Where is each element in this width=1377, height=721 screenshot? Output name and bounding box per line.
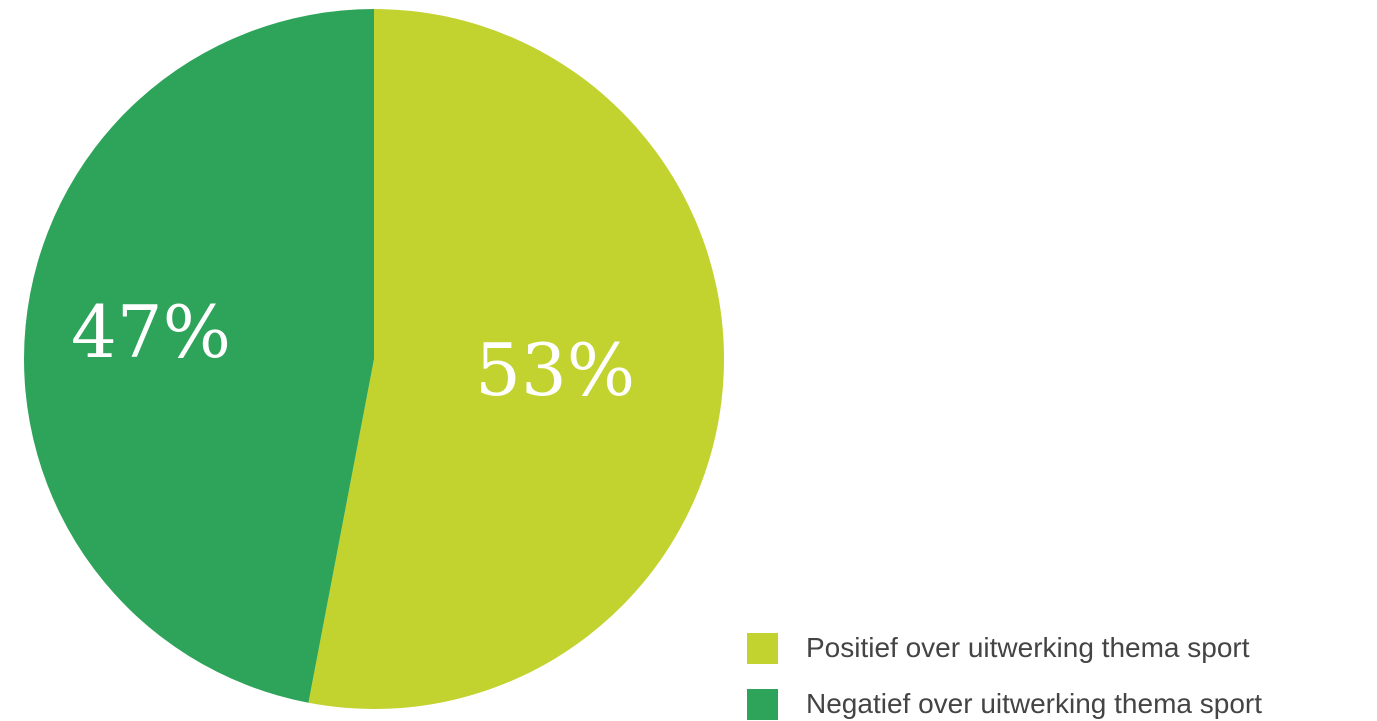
legend-swatch-positief [747,632,778,664]
legend: Positief over uitwerking thema sport Neg… [747,628,1367,721]
pie-slice-negatief [23,9,375,703]
pie-data-labels: 53% 47% [71,290,635,412]
pie-slice-positief [308,9,724,709]
legend-swatch-negatief [747,688,778,720]
pie-slices [23,9,724,709]
legend-label-positief: Positief over uitwerking thema sport [806,632,1250,663]
legend-item-negatief: Negatief over uitwerking thema sport [747,684,1367,721]
legend-label-negatief: Negatief over uitwerking thema sport [806,688,1262,719]
data-label-positief: 53% [475,328,635,412]
legend-item-positief: Positief over uitwerking thema sport [747,628,1367,668]
data-label-negatief: 47% [71,290,231,374]
